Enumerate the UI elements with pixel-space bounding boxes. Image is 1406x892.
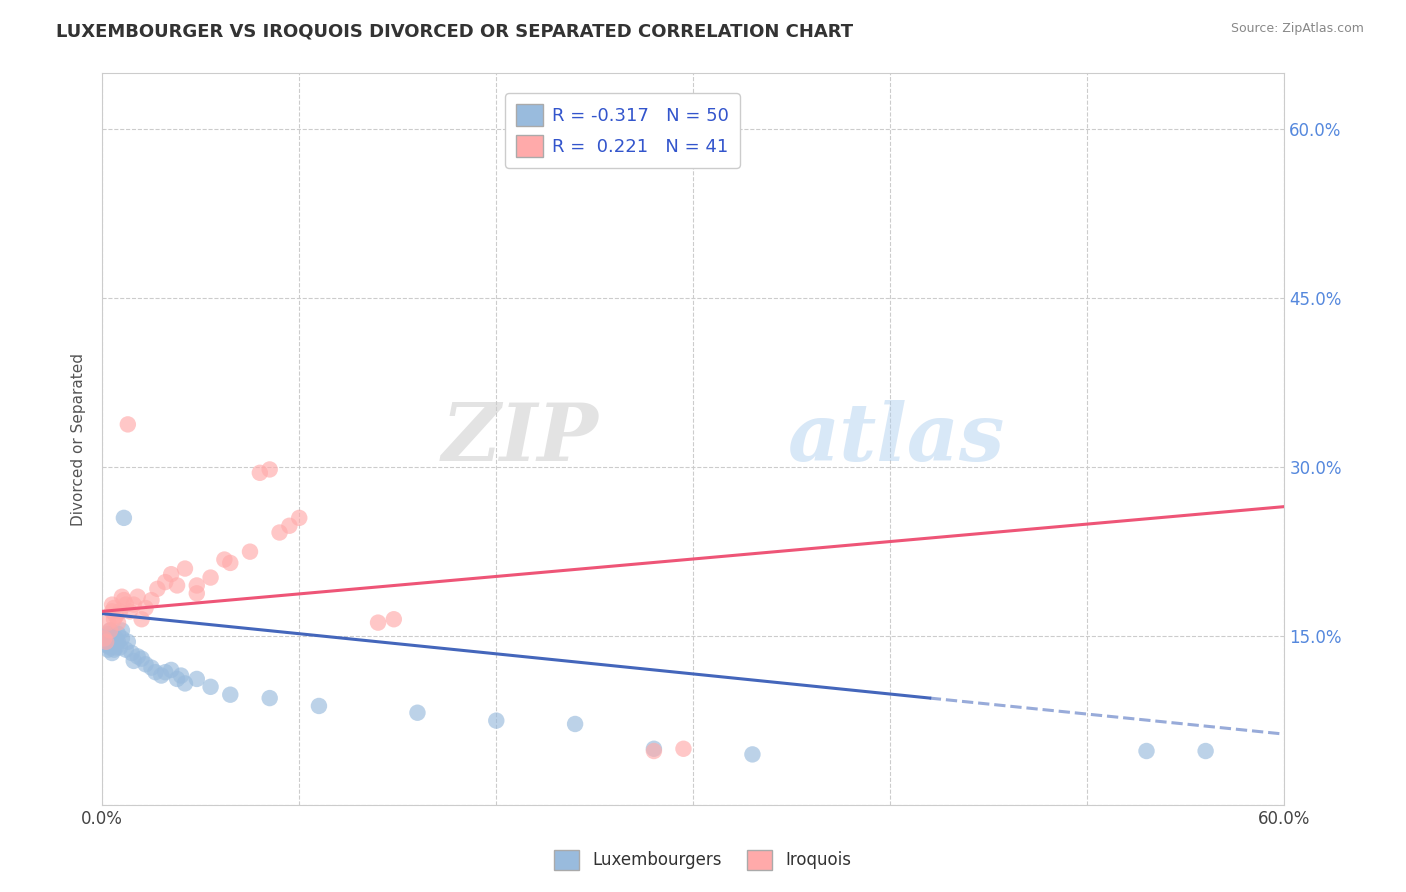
Point — [155, 665, 177, 680]
Point — [249, 466, 271, 480]
Point — [643, 741, 665, 756]
Point — [160, 567, 183, 582]
Point — [98, 624, 121, 638]
Point — [105, 640, 128, 655]
Point — [111, 590, 134, 604]
Point — [117, 634, 139, 648]
Point — [122, 654, 145, 668]
Point — [200, 570, 222, 584]
Point — [97, 615, 120, 630]
Point — [166, 578, 188, 592]
Point — [103, 612, 125, 626]
Point — [166, 672, 188, 686]
Point — [107, 627, 129, 641]
Y-axis label: Divorced or Separated: Divorced or Separated — [72, 352, 86, 525]
Point — [200, 680, 222, 694]
Point — [564, 717, 586, 731]
Point — [112, 511, 135, 525]
Point — [170, 668, 193, 682]
Point — [101, 646, 124, 660]
Point — [406, 706, 429, 720]
Point — [160, 663, 183, 677]
Point — [1194, 744, 1216, 758]
Point — [219, 556, 242, 570]
Point — [101, 638, 124, 652]
Point — [115, 598, 138, 612]
Point — [93, 632, 115, 646]
Point — [107, 615, 129, 630]
Point — [98, 624, 121, 638]
Text: Source: ZipAtlas.com: Source: ZipAtlas.com — [1230, 22, 1364, 36]
Point — [101, 604, 124, 618]
Point — [117, 417, 139, 432]
Point — [741, 747, 763, 762]
Point — [259, 691, 281, 706]
Point — [269, 525, 291, 540]
Point — [98, 640, 121, 655]
Point — [672, 741, 695, 756]
Point — [219, 688, 242, 702]
Point — [101, 598, 124, 612]
Point — [107, 634, 129, 648]
Point — [127, 649, 149, 664]
Point — [239, 544, 262, 558]
Point — [118, 604, 141, 618]
Point — [101, 629, 124, 643]
Point — [485, 714, 508, 728]
Point — [94, 638, 117, 652]
Point — [105, 608, 128, 623]
Point — [108, 640, 131, 655]
Point — [288, 511, 311, 525]
Point — [94, 634, 117, 648]
Point — [112, 593, 135, 607]
Point — [174, 561, 197, 575]
Point — [174, 676, 197, 690]
Text: ZIP: ZIP — [441, 401, 599, 478]
Point — [131, 612, 153, 626]
Point — [121, 646, 143, 660]
Point — [97, 642, 120, 657]
Point — [98, 632, 121, 646]
Point — [111, 632, 134, 646]
Point — [155, 575, 177, 590]
Point — [103, 634, 125, 648]
Point — [103, 642, 125, 657]
Point — [141, 661, 163, 675]
Point — [127, 590, 149, 604]
Legend: Luxembourgers, Iroquois: Luxembourgers, Iroquois — [548, 843, 858, 877]
Point — [103, 601, 125, 615]
Point — [97, 634, 120, 648]
Point — [108, 604, 131, 618]
Point — [145, 665, 167, 680]
Point — [97, 627, 120, 641]
Point — [367, 615, 389, 630]
Point — [93, 632, 115, 646]
Point — [278, 518, 301, 533]
Point — [186, 672, 208, 686]
Point — [214, 552, 236, 566]
Point — [131, 651, 153, 665]
Point — [186, 578, 208, 592]
Point — [135, 657, 157, 672]
Point — [93, 634, 115, 648]
Point — [115, 642, 138, 657]
Point — [94, 629, 117, 643]
Legend: R = -0.317   N = 50, R =  0.221   N = 41: R = -0.317 N = 50, R = 0.221 N = 41 — [505, 93, 740, 168]
Point — [146, 582, 169, 596]
Point — [382, 612, 405, 626]
Point — [259, 462, 281, 476]
Point — [111, 624, 134, 638]
Point — [308, 698, 330, 713]
Point — [105, 632, 128, 646]
Point — [186, 586, 208, 600]
Text: LUXEMBOURGER VS IROQUOIS DIVORCED OR SEPARATED CORRELATION CHART: LUXEMBOURGER VS IROQUOIS DIVORCED OR SEP… — [56, 22, 853, 40]
Text: atlas: atlas — [787, 401, 1005, 478]
Point — [1135, 744, 1157, 758]
Point — [141, 593, 163, 607]
Point — [122, 598, 145, 612]
Point — [643, 744, 665, 758]
Point — [135, 601, 157, 615]
Point — [150, 668, 173, 682]
